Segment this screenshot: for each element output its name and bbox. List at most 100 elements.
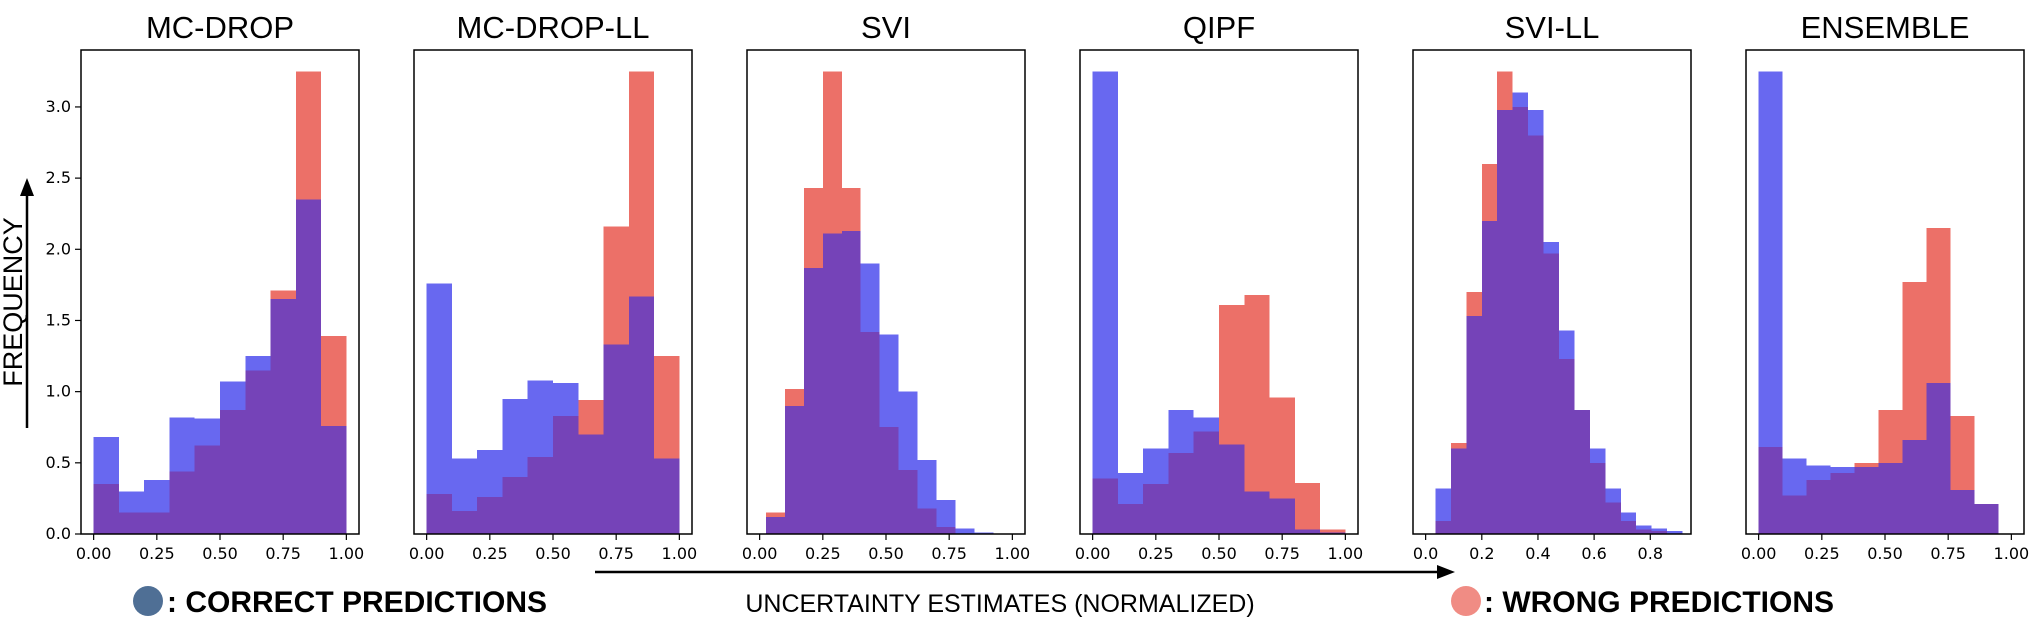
bar-overlap-qipf bbox=[1117, 504, 1144, 534]
bar-overlap-svi-ll bbox=[1559, 358, 1575, 534]
bar-overlap-svi-ll bbox=[1450, 448, 1467, 534]
bar-overlap-mc-drop bbox=[169, 471, 195, 534]
bar-overlap-ensemble bbox=[1806, 479, 1831, 534]
x-tick-label-svi: 1.00 bbox=[995, 544, 1031, 563]
y-axis-annotation: FREQUENCY bbox=[0, 178, 34, 428]
bar-overlap-mc-drop-ll bbox=[502, 477, 528, 534]
legend-marker-wrong bbox=[1451, 586, 1481, 616]
bar-overlap-ensemble bbox=[1878, 462, 1903, 534]
bar-overlap-qipf bbox=[1269, 498, 1295, 534]
bar-overlap-ensemble bbox=[1854, 467, 1879, 534]
bar-overlap-qipf bbox=[1092, 478, 1118, 534]
panel-title-svi: SVI bbox=[861, 10, 911, 45]
y-tick-label-mc-drop: 2.0 bbox=[46, 239, 71, 258]
bar-overlap-qipf bbox=[1168, 452, 1194, 534]
x-tick-label-mc-drop: 1.00 bbox=[329, 544, 365, 563]
x-tick-label-svi: 0.25 bbox=[805, 544, 841, 563]
bar-overlap-svi bbox=[936, 526, 956, 534]
bar-overlap-mc-drop-ll bbox=[451, 511, 478, 534]
panels-group: MC-DROP 0.00 0.25 0.50 0.75 1.00 0.0 0.5 1.0 1.5 2… bbox=[46, 10, 2030, 563]
panel-mc-drop-ll: MC-DROP-LL 0.00 0.25 0.50 0.75 1.00 bbox=[409, 10, 697, 563]
bar-overlap-mc-drop bbox=[220, 410, 246, 534]
bar-overlap-ensemble bbox=[1902, 440, 1927, 534]
panel-qipf: QIPF 0.00 0.25 0.50 0.75 1.00 bbox=[1075, 10, 1363, 563]
bar-overlap-mc-drop-ll bbox=[553, 415, 579, 534]
bar-overlap-svi bbox=[917, 508, 937, 534]
y-tick-label-mc-drop: 2.5 bbox=[46, 168, 71, 187]
x-tick-label-svi-ll: 0.4 bbox=[1525, 544, 1550, 563]
plot-frame-svi-ll bbox=[1412, 49, 1692, 535]
bar-overlap-svi bbox=[879, 427, 899, 534]
bar-correct-svi-ll bbox=[1667, 531, 1683, 534]
panel-svi: SVI 0.00 0.25 0.50 0.75 1.00 bbox=[742, 10, 1030, 563]
x-tick-label-mc-drop-ll: 0.00 bbox=[409, 544, 445, 563]
x-tick-label-ensemble: 0.00 bbox=[1741, 544, 1777, 563]
x-tick-label-svi-ll: 0.6 bbox=[1581, 544, 1606, 563]
bar-overlap-svi bbox=[784, 405, 804, 534]
bar-overlap-qipf bbox=[1193, 431, 1219, 534]
bar-overlap-qipf bbox=[1143, 484, 1169, 534]
x-tick-label-mc-drop: 0.00 bbox=[76, 544, 112, 563]
panel-ensemble: ENSEMBLE 0.00 0.25 0.50 0.75 1.00 bbox=[1741, 10, 2029, 563]
x-tick-label-svi: 0.00 bbox=[742, 544, 778, 563]
x-tick-label-mc-drop-ll: 0.50 bbox=[535, 544, 571, 563]
x-tick-label-svi-ll: 0.0 bbox=[1413, 544, 1438, 563]
bar-overlap-mc-drop bbox=[194, 445, 220, 534]
bar-overlap-svi-ll bbox=[1605, 502, 1621, 534]
bar-wrong-qipf bbox=[1294, 482, 1321, 534]
bar-overlap-mc-drop-ll bbox=[426, 494, 452, 534]
bar-overlap-svi-ll bbox=[1543, 253, 1560, 534]
bar-overlap-mc-drop-ll bbox=[578, 434, 604, 534]
bar-overlap-mc-drop bbox=[93, 484, 119, 534]
bar-overlap-mc-drop-ll bbox=[477, 496, 503, 534]
y-tick-label-mc-drop: 1.5 bbox=[46, 310, 71, 329]
bar-overlap-svi-ll bbox=[1435, 521, 1451, 534]
bar-overlap-ensemble bbox=[1974, 504, 1999, 534]
bar-overlap-svi bbox=[822, 233, 842, 534]
bar-overlap-svi-ll bbox=[1651, 531, 1668, 534]
bar-overlap-svi bbox=[803, 267, 823, 534]
bar-overlap-mc-drop bbox=[321, 425, 347, 534]
x-tick-label-svi-ll: 0.8 bbox=[1638, 544, 1663, 563]
panel-title-ensemble: ENSEMBLE bbox=[1801, 10, 1970, 45]
panel-svi-ll: SVI-LL 0.0 0.2 0.4 0.6 0.8 bbox=[1412, 10, 1692, 563]
bar-overlap-svi-ll bbox=[1481, 220, 1498, 534]
x-axis-label: UNCERTAINTY ESTIMATES (NORMALIZED) bbox=[745, 590, 1254, 618]
x-tick-label-qipf: 0.25 bbox=[1138, 544, 1174, 563]
x-tick-label-qipf: 0.75 bbox=[1264, 544, 1300, 563]
x-axis-annotation: UNCERTAINTY ESTIMATES (NORMALIZED) bbox=[595, 565, 1455, 618]
y-tick-label-mc-drop: 0.5 bbox=[46, 453, 71, 472]
bar-overlap-ensemble bbox=[1926, 383, 1951, 534]
bar-overlap-svi bbox=[841, 230, 861, 535]
bar-overlap-mc-drop-ll bbox=[603, 344, 629, 534]
bar-overlap-ensemble bbox=[1830, 472, 1855, 534]
x-axis-arrowhead bbox=[1437, 565, 1455, 579]
panel-title-qipf: QIPF bbox=[1183, 10, 1255, 45]
y-axis-arrowhead bbox=[20, 178, 34, 196]
bar-overlap-svi-ll bbox=[1497, 109, 1513, 534]
x-tick-label-mc-drop: 0.50 bbox=[202, 544, 238, 563]
x-tick-label-mc-drop: 0.25 bbox=[139, 544, 175, 563]
bar-overlap-svi-ll bbox=[1574, 410, 1590, 534]
x-tick-label-svi-ll: 0.2 bbox=[1469, 544, 1494, 563]
bar-overlap-ensemble bbox=[1950, 489, 1975, 534]
bar-overlap-svi bbox=[765, 516, 785, 534]
bar-overlap-svi bbox=[860, 331, 880, 534]
x-tick-label-mc-drop-ll: 1.00 bbox=[662, 544, 698, 563]
bar-overlap-svi-ll bbox=[1589, 462, 1606, 534]
bar-correct-qipf bbox=[1092, 71, 1118, 534]
panel-title-mc-drop-ll: MC-DROP-LL bbox=[457, 10, 650, 45]
bar-overlap-mc-drop bbox=[118, 512, 145, 534]
bar-correct-mc-drop-ll bbox=[426, 283, 452, 534]
bar-overlap-svi-ll bbox=[1636, 529, 1652, 534]
x-tick-label-ensemble: 0.75 bbox=[1930, 544, 1966, 563]
legend-label-wrong: : WRONG PREDICTIONS bbox=[1484, 586, 1834, 619]
x-tick-label-mc-drop-ll: 0.75 bbox=[598, 544, 634, 563]
y-tick-label-mc-drop: 0.0 bbox=[46, 524, 71, 543]
legend: : CORRECT PREDICTIONS : WRONG PREDICTION… bbox=[133, 586, 1834, 619]
bar-overlap-svi-ll bbox=[1528, 135, 1544, 534]
x-tick-label-ensemble: 1.00 bbox=[1994, 544, 2030, 563]
legend-marker-correct bbox=[133, 586, 163, 616]
x-tick-label-qipf: 1.00 bbox=[1328, 544, 1364, 563]
